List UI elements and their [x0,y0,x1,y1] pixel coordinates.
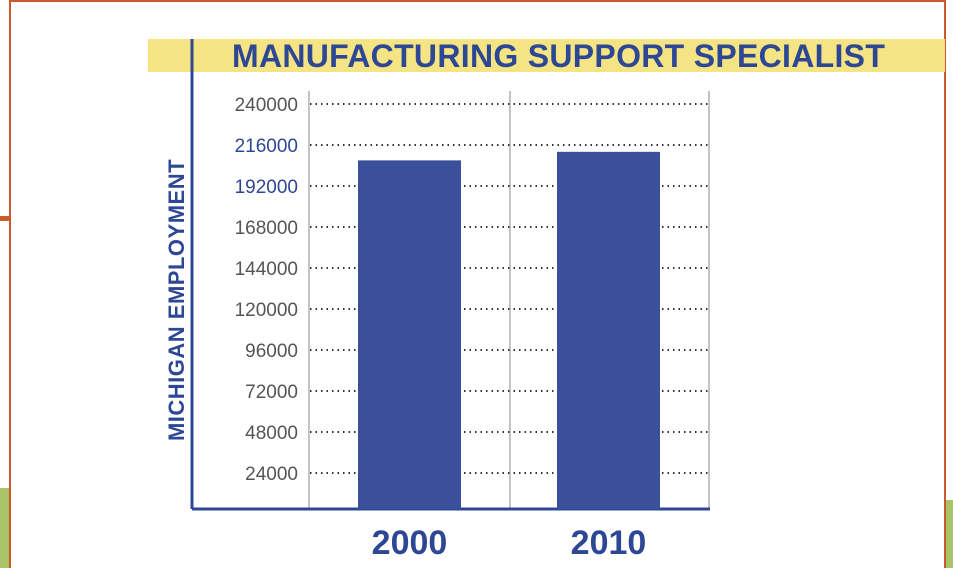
y-tick-label: 96000 [245,341,298,362]
y-tick-label: 192000 [235,177,298,198]
y-tick-label: 144000 [235,259,298,280]
y-tick-label: 24000 [245,464,298,485]
x-category-label: 2010 [571,524,647,562]
chart-title: MANUFACTURING SUPPORT SPECIALIST [232,38,886,74]
title-band [148,39,945,72]
y-tick-label: 240000 [235,95,298,116]
decorative-block-left [0,488,10,568]
y-tick-label: 48000 [245,423,298,444]
chart-frame [9,0,946,568]
bar [358,160,461,509]
y-tick-label: 168000 [235,218,298,239]
bar [557,151,660,510]
y-tick-label: 72000 [245,382,298,403]
y-tick-label: 120000 [235,300,298,321]
y-tick-label: 216000 [235,136,298,157]
decorative-stripe-left [0,216,14,221]
y-axis-title: MICHIGAN EMPLOYMENT [164,159,189,441]
x-category-label: 2000 [372,524,448,562]
decorative-block-right [944,500,953,568]
